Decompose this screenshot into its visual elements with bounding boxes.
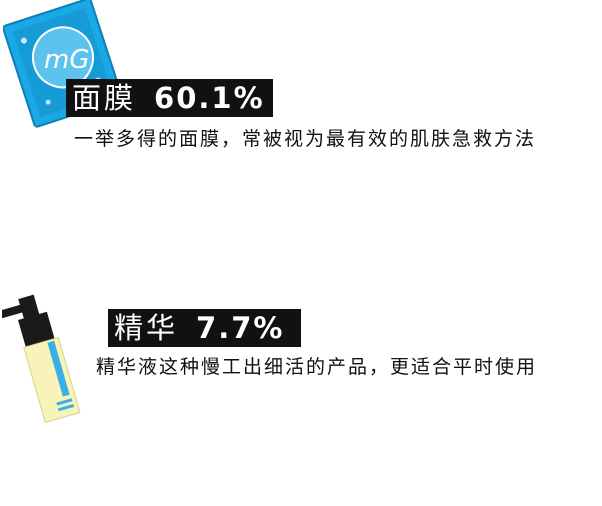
face-mask-percent: 60.1%	[154, 81, 265, 115]
face-mask-title-banner: 面膜 60.1%	[66, 79, 273, 117]
serum-bottle-icon	[2, 275, 122, 425]
serum-title-banner: 精华 7.7%	[108, 309, 301, 347]
stat-item-serum: 精华 7.7% 精华液这种慢工出细活的产品，更适合平时使用	[0, 240, 602, 440]
serum-name: 精华	[114, 311, 179, 345]
face-mask-name: 面膜	[72, 81, 137, 115]
serum-percent: 7.7%	[196, 311, 285, 345]
serum-description: 精华液这种慢工出细活的产品，更适合平时使用	[96, 356, 538, 378]
stat-item-face-mask: mG 面膜 60.1% 一举多得的面膜，常被视为最有效的肌肤急救方法	[0, 0, 602, 160]
mask-logo-text: mG	[44, 45, 89, 75]
face-mask-description: 一举多得的面膜，常被视为最有效的肌肤急救方法	[74, 128, 537, 150]
